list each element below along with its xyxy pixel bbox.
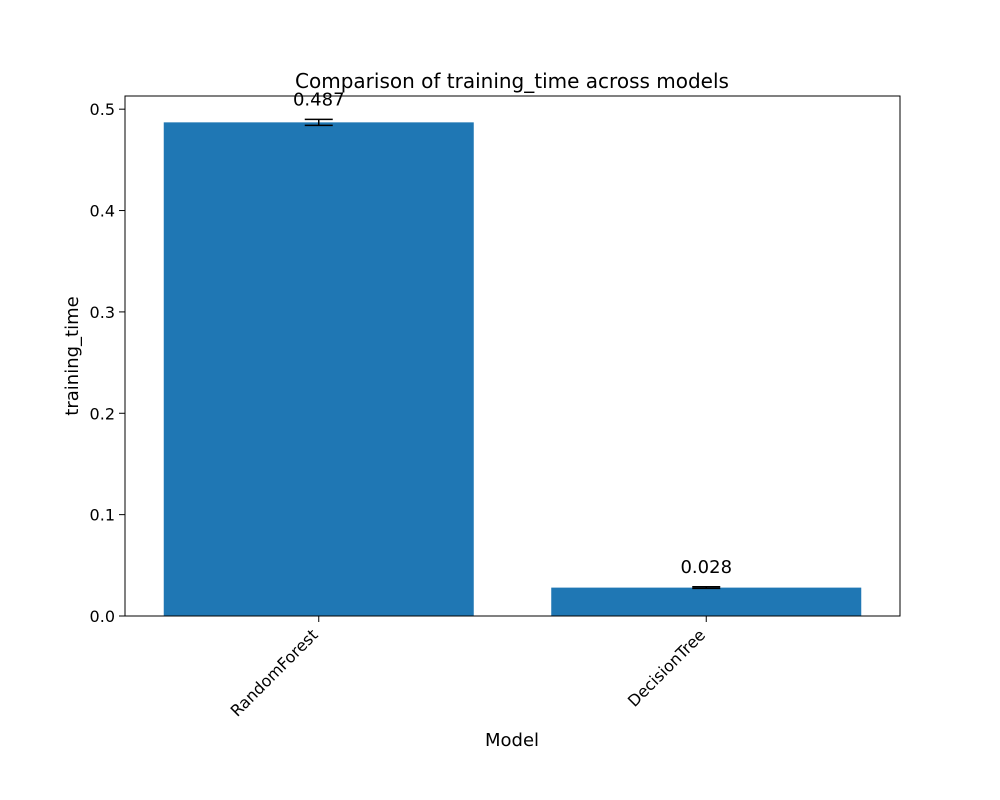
bar xyxy=(551,587,862,616)
x-axis-label: Model xyxy=(485,730,539,751)
value-labels: 0.487 0.028 xyxy=(293,89,732,577)
y-tick-label: 0.0 xyxy=(90,607,115,626)
error-bars xyxy=(304,118,721,590)
bars xyxy=(163,122,862,617)
y-tick-label: 0.4 xyxy=(90,202,115,221)
y-tick-label: 0.2 xyxy=(90,404,115,423)
value-label: 0.028 xyxy=(680,557,732,578)
x-tick-label: RandomForest xyxy=(227,625,322,720)
x-axis-ticks: RandomForest DecisionTree xyxy=(227,616,709,720)
y-axis-label: training_time xyxy=(62,296,83,415)
y-tick-label: 0.3 xyxy=(90,303,115,322)
bar xyxy=(163,122,474,617)
plot-frame xyxy=(124,95,901,617)
y-tick-label: 0.5 xyxy=(90,100,115,119)
chart-title: Comparison of training_time across model… xyxy=(295,69,729,93)
y-axis-ticks: 0.0 0.1 0.2 0.3 0.4 0.5 xyxy=(90,100,125,626)
error-bar xyxy=(692,586,721,590)
y-tick-label: 0.1 xyxy=(90,506,115,525)
value-label: 0.487 xyxy=(293,89,345,110)
x-tick-label: DecisionTree xyxy=(624,625,709,710)
error-bar xyxy=(304,118,333,127)
